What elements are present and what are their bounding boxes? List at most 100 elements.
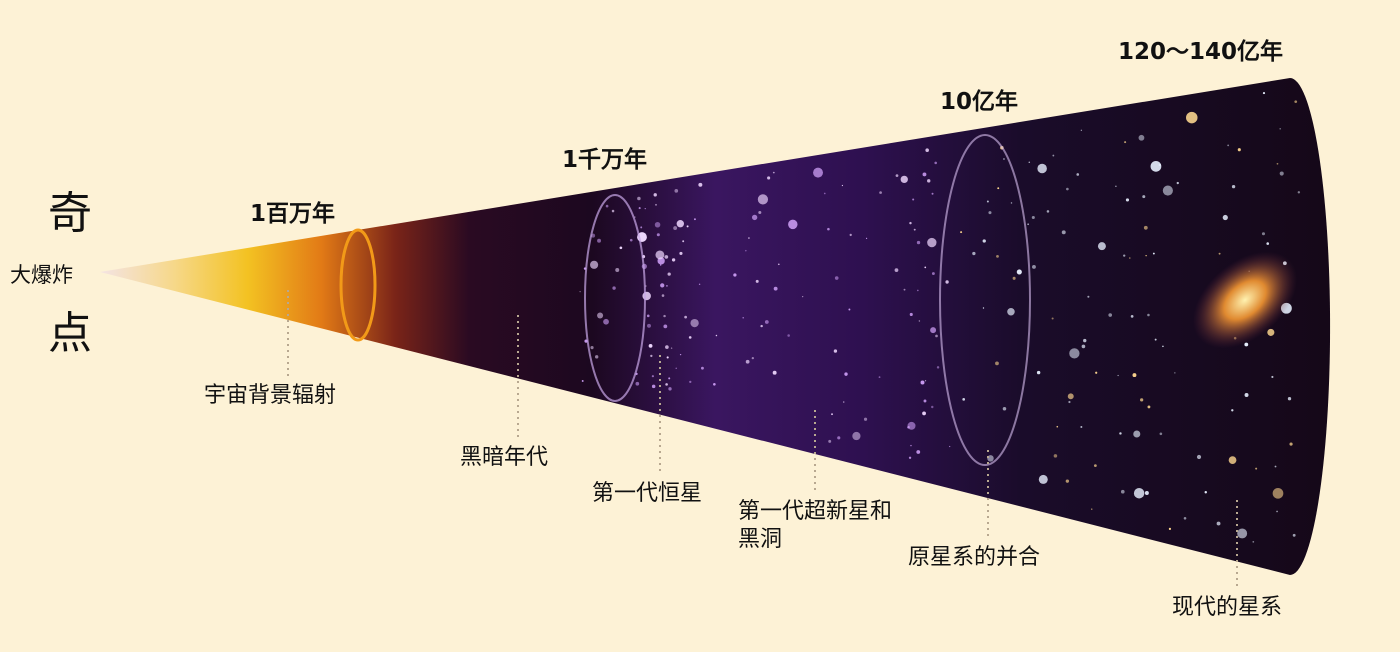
star bbox=[1262, 92, 1266, 95]
ring-cmb bbox=[339, 228, 377, 342]
star bbox=[1261, 232, 1266, 236]
star bbox=[656, 233, 660, 237]
star bbox=[1292, 533, 1296, 537]
star bbox=[930, 327, 937, 334]
star bbox=[1002, 406, 1007, 411]
star bbox=[1271, 375, 1274, 379]
star bbox=[927, 179, 931, 183]
star bbox=[997, 187, 1000, 190]
star bbox=[1142, 195, 1146, 199]
star bbox=[1016, 269, 1022, 275]
star bbox=[742, 316, 744, 319]
epoch-3: 10亿年 bbox=[940, 89, 1019, 115]
star bbox=[918, 320, 921, 322]
star bbox=[757, 194, 769, 205]
star bbox=[1255, 467, 1258, 470]
star bbox=[1186, 111, 1198, 124]
star bbox=[1056, 425, 1059, 428]
star bbox=[1068, 400, 1071, 404]
star bbox=[701, 366, 704, 370]
star bbox=[1144, 491, 1149, 495]
star bbox=[910, 444, 912, 447]
epoch-1: 1百万年 bbox=[250, 201, 336, 227]
star bbox=[674, 189, 679, 193]
star bbox=[1132, 373, 1137, 378]
stage-first-stars: 第一代恒星 bbox=[592, 481, 703, 506]
star bbox=[935, 334, 938, 338]
star bbox=[916, 240, 921, 245]
star bbox=[1108, 313, 1113, 317]
star bbox=[1158, 163, 1162, 167]
star bbox=[962, 397, 966, 401]
star bbox=[1007, 307, 1015, 316]
star bbox=[960, 231, 963, 234]
star bbox=[1080, 425, 1083, 428]
star bbox=[1032, 264, 1036, 269]
star bbox=[1152, 252, 1155, 255]
star bbox=[922, 411, 926, 416]
star bbox=[1147, 313, 1150, 317]
star bbox=[1279, 128, 1281, 130]
star bbox=[640, 226, 643, 229]
star bbox=[664, 255, 669, 259]
star bbox=[972, 251, 976, 256]
star bbox=[894, 268, 899, 272]
star bbox=[679, 251, 683, 256]
epoch-4: 120～140亿年 bbox=[1118, 39, 1284, 65]
star bbox=[922, 172, 927, 177]
star bbox=[995, 361, 999, 366]
star bbox=[931, 192, 934, 195]
star bbox=[665, 345, 669, 349]
star bbox=[1130, 315, 1134, 318]
star bbox=[823, 192, 826, 195]
singularity-top: 奇 bbox=[48, 188, 92, 239]
star bbox=[655, 203, 657, 206]
star bbox=[1093, 464, 1097, 468]
star bbox=[1051, 317, 1054, 320]
star bbox=[907, 421, 916, 430]
star bbox=[1204, 491, 1208, 494]
star bbox=[767, 176, 771, 180]
star bbox=[758, 210, 762, 214]
star bbox=[663, 314, 666, 318]
star bbox=[1061, 230, 1066, 235]
star bbox=[666, 356, 669, 359]
star bbox=[927, 237, 937, 248]
star bbox=[637, 196, 641, 201]
ring-protogalaxies bbox=[939, 134, 1031, 466]
star bbox=[581, 380, 584, 382]
star bbox=[1159, 432, 1163, 436]
star bbox=[833, 349, 838, 353]
star bbox=[675, 367, 677, 369]
star bbox=[751, 356, 754, 360]
star bbox=[848, 308, 851, 311]
star bbox=[773, 286, 778, 291]
star bbox=[745, 249, 747, 252]
star bbox=[945, 280, 949, 284]
star bbox=[612, 286, 616, 290]
star bbox=[1069, 348, 1080, 359]
star bbox=[936, 366, 940, 369]
star bbox=[650, 354, 653, 358]
star bbox=[1095, 371, 1098, 374]
star bbox=[760, 324, 763, 328]
star bbox=[1143, 225, 1148, 230]
star bbox=[597, 312, 604, 319]
star bbox=[686, 225, 689, 228]
star bbox=[1294, 100, 1298, 104]
star bbox=[878, 376, 881, 379]
star bbox=[988, 211, 992, 215]
star bbox=[931, 405, 934, 409]
star bbox=[982, 307, 985, 309]
stage-dark-ages: 黑暗年代 bbox=[460, 445, 549, 470]
star bbox=[909, 312, 913, 316]
star bbox=[663, 324, 668, 329]
star bbox=[676, 220, 685, 228]
star bbox=[1028, 161, 1031, 164]
star bbox=[1124, 141, 1127, 144]
stage-protogalaxy-merger: 原星系的并合 bbox=[908, 545, 1041, 570]
star bbox=[655, 250, 665, 260]
star bbox=[715, 334, 718, 337]
star bbox=[924, 266, 927, 269]
